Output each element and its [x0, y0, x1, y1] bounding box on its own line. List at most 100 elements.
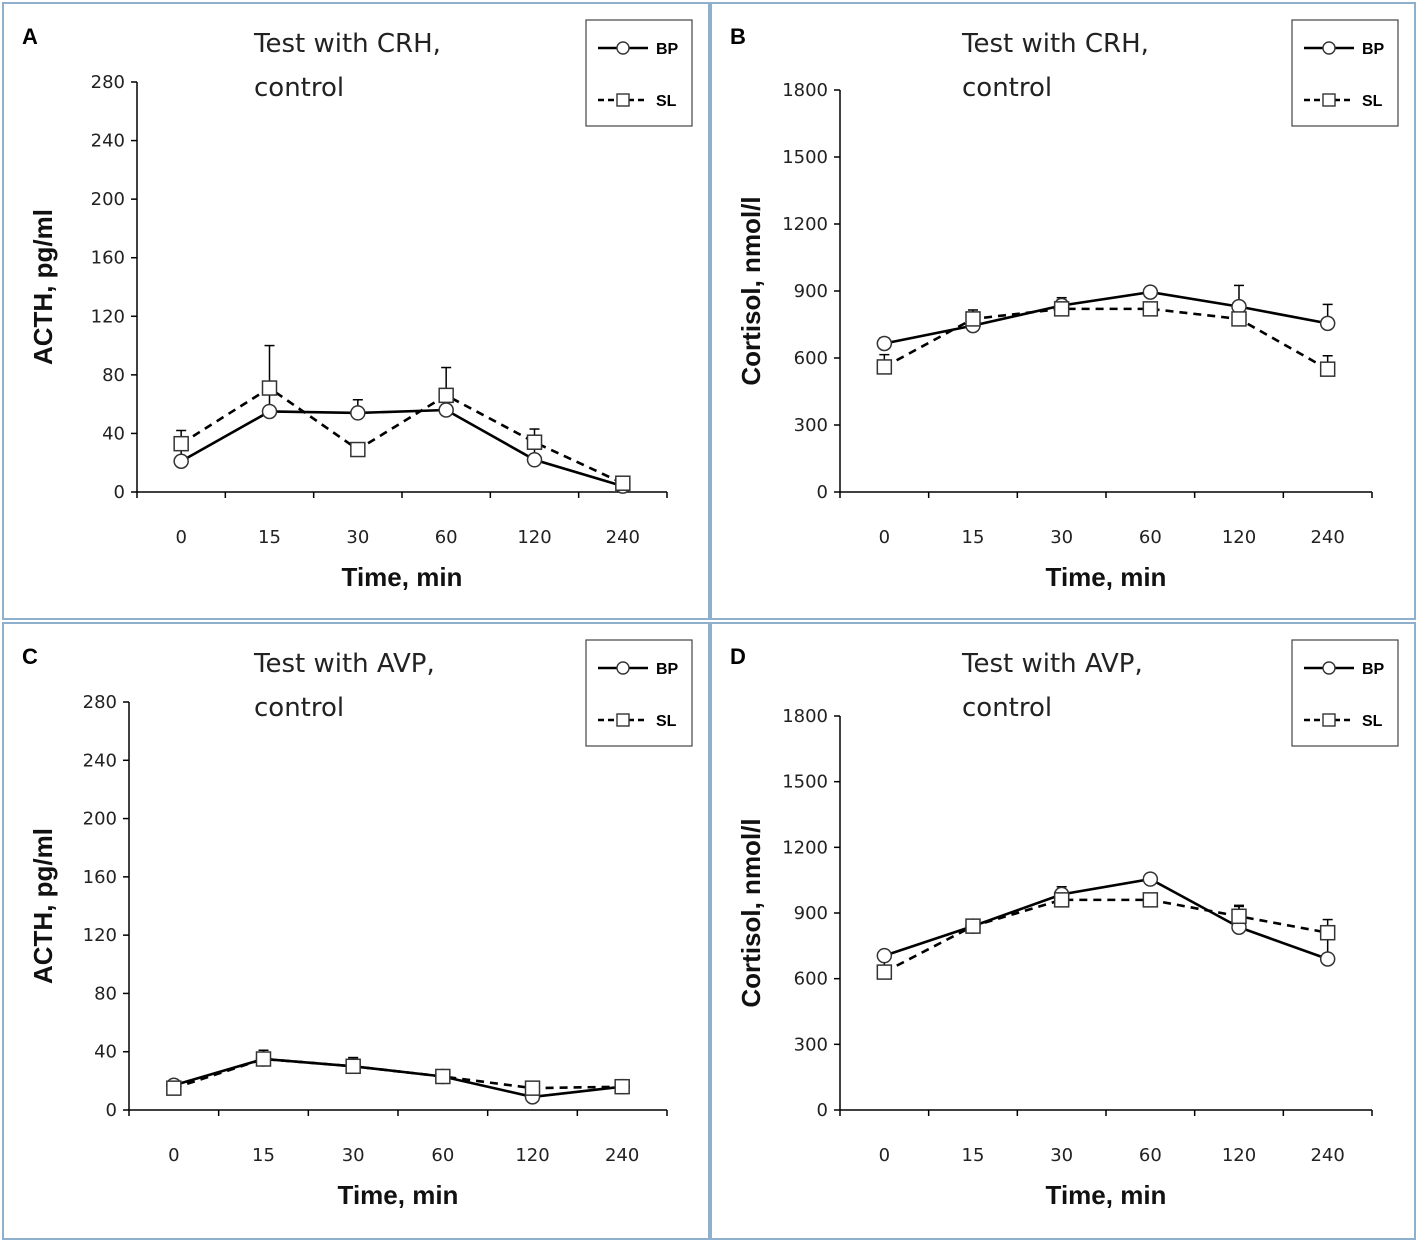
legend-box	[1291, 19, 1399, 127]
data-point-bp	[438, 402, 454, 418]
chart-svg-a: A Test with CRH, control 0 40 80 120 160 200 240 2…	[22, 19, 693, 592]
legend-label-sl: SL	[656, 713, 677, 730]
y-tick-label: 120	[83, 925, 117, 946]
x-tick-label: 120	[517, 527, 551, 548]
legend-marker-sl	[1322, 713, 1336, 727]
y-tick-label: 1200	[782, 837, 828, 858]
series-line-bp	[173, 1057, 623, 1099]
x-tick-label: 240	[606, 527, 640, 548]
y-tick-label: 900	[794, 903, 828, 924]
data-point-bp	[173, 453, 189, 469]
x-axis-label: Time, min	[342, 562, 463, 592]
y-tick-label: 240	[83, 750, 117, 771]
x-tick-label: 15	[258, 527, 281, 548]
chart-svg-d: D Test with AVP, control 0 300 600 900 1200 1500…	[730, 639, 1399, 1210]
series-line-sl	[883, 307, 1329, 371]
y-tick-label: 40	[102, 423, 125, 444]
y-tick-label: 0	[817, 482, 828, 503]
data-point-sl	[255, 1051, 272, 1067]
chart-title-line: Test with AVP,	[961, 649, 1143, 679]
data-point-sl	[435, 1068, 451, 1085]
chart-svg-b: B Test with CRH,control030060090012001500…	[730, 19, 1399, 592]
legend-box	[585, 19, 693, 127]
chart-svg-c: C Test with AVP, control 0 40 80 120 160 200 240 2…	[22, 639, 693, 1210]
data-point-sl	[1142, 301, 1159, 317]
data-point-bp	[526, 452, 543, 468]
chart-title-line: Test with CRH,	[961, 29, 1149, 59]
legend-marker-bp	[616, 41, 630, 55]
data-point-sl	[1319, 924, 1336, 941]
y-tick-label: 600	[794, 348, 828, 369]
y-tick-label: 280	[91, 72, 125, 93]
data-point-sl	[345, 1058, 361, 1075]
legend-label-bp: BP	[656, 661, 679, 678]
legend-marker-bp	[1322, 41, 1336, 55]
data-point-sl	[438, 387, 454, 404]
data-point-bp	[876, 947, 893, 964]
x-tick-label: 15	[962, 1145, 985, 1166]
panel-b: B Test with CRH, control 0 300 600 900 1200 1500…	[710, 2, 1416, 620]
x-tick-label: 120	[515, 1145, 549, 1166]
x-axis-label: Time, min	[338, 1180, 459, 1210]
panel-letter: D	[730, 644, 746, 669]
panel-letter: C	[22, 644, 38, 669]
x-tick-label: 30	[1050, 527, 1073, 548]
x-tick-label: 15	[962, 527, 985, 548]
chart-title-line: Test with AVP,	[253, 649, 435, 679]
x-tick-label: 60	[1139, 527, 1162, 548]
chart-title-line: control	[962, 73, 1052, 103]
x-tick-label: 60	[1139, 1145, 1162, 1166]
series-line-bp	[883, 877, 1329, 961]
y-tick-label: 0	[106, 1100, 117, 1121]
legend-marker-sl	[616, 93, 630, 107]
y-tick-label: 0	[817, 1100, 828, 1121]
data-point-sl	[261, 380, 278, 396]
y-tick-label: 1800	[782, 706, 828, 727]
legend-marker-sl	[1322, 93, 1336, 107]
data-point-sl	[1231, 311, 1247, 327]
y-tick-label: 80	[94, 983, 117, 1004]
y-tick-label: 300	[794, 1034, 828, 1055]
data-point-sl	[1053, 892, 1070, 908]
panel-letter: B	[730, 24, 746, 49]
panel-a: A Test with CRH, control 0 40 80 120 160 200 240 2…	[2, 2, 710, 620]
y-tick-label: 160	[83, 867, 117, 888]
data-point-sl	[1053, 301, 1070, 317]
data-point-bp	[1319, 951, 1336, 967]
x-tick-label: 30	[1050, 1145, 1073, 1166]
y-tick-label: 1500	[782, 772, 828, 793]
legend-label-sl: SL	[1362, 93, 1383, 110]
chart-title-line: control	[962, 693, 1052, 723]
x-tick-label: 0	[168, 1145, 179, 1166]
series-line-sl	[180, 386, 624, 485]
y-tick-label: 1200	[782, 214, 828, 235]
y-axis-label: Cortisol, nmol/l	[736, 196, 766, 385]
y-axis-label: ACTH, pg/ml	[28, 209, 58, 365]
y-tick-label: 300	[794, 415, 828, 436]
data-point-sl	[526, 434, 543, 450]
data-point-bp	[261, 403, 278, 420]
panel-d: D Test with AVP, control 0 300 600 900 1200 1500…	[710, 622, 1416, 1240]
y-tick-label: 600	[794, 969, 828, 990]
series-line-bp	[180, 408, 624, 488]
data-point-sl	[965, 918, 981, 934]
x-tick-label: 30	[342, 1145, 365, 1166]
legend-box	[1291, 639, 1399, 747]
data-point-sl	[876, 964, 893, 980]
series-line-sl	[173, 1057, 623, 1090]
data-point-sl	[1231, 908, 1247, 925]
y-axis-label: ACTH, pg/ml	[28, 828, 58, 984]
y-tick-label: 200	[83, 809, 117, 830]
series-line-bp	[884, 290, 1328, 345]
panel-letter: A	[22, 24, 38, 49]
data-point-sl	[166, 1080, 182, 1096]
x-axis-label: Time, min	[1046, 1180, 1167, 1210]
data-point-sl	[173, 435, 189, 452]
y-tick-label: 240	[91, 131, 125, 152]
y-tick-label: 40	[94, 1042, 117, 1063]
data-point-sl	[615, 475, 631, 491]
x-tick-label: 120	[1222, 527, 1256, 548]
data-point-sl	[876, 359, 893, 375]
data-point-sl	[614, 1078, 630, 1095]
y-tick-label: 1800	[782, 80, 828, 101]
